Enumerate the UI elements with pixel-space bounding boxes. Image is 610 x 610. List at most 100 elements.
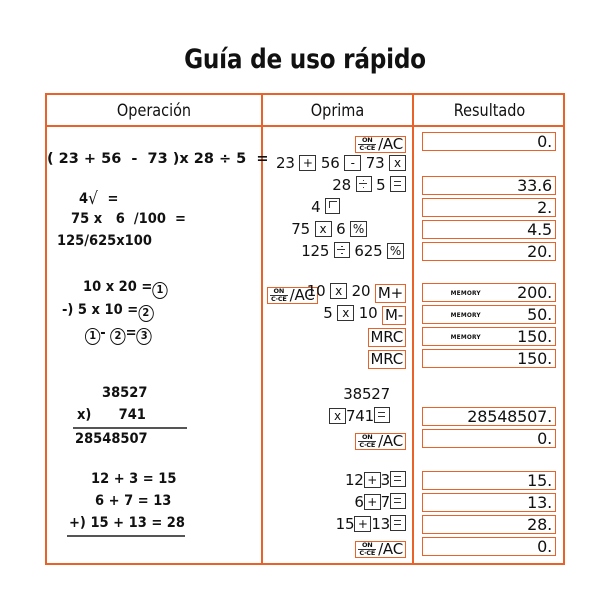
percent-key[interactable]: %: [350, 221, 367, 237]
on-label: ON: [358, 434, 377, 442]
press-row: MRC: [367, 348, 406, 369]
memory-indicator: MEMORY: [450, 310, 481, 319]
press-row: ON C·CE/AC: [355, 429, 406, 450]
operand: 13: [371, 515, 390, 533]
on-cce-ac-key[interactable]: ON C·CE/AC: [355, 541, 406, 558]
times-key[interactable]: x: [314, 221, 332, 237]
result-value: 28.: [527, 514, 552, 534]
operand: 6: [336, 220, 346, 238]
operand: 28: [332, 176, 351, 194]
press-row: 125 625 %: [301, 242, 404, 260]
equals-sign: =: [125, 325, 137, 341]
press-row: 28 5: [332, 176, 406, 194]
circled-two-icon: 2: [110, 328, 126, 345]
percent-key[interactable]: %: [387, 243, 404, 259]
operation-line: 4√ =: [79, 189, 119, 209]
result-display: 13.: [422, 493, 556, 512]
cce-label: C·CE: [271, 295, 287, 303]
operand: 10: [306, 282, 326, 300]
on-cce-ac-key[interactable]: ON C·CE/AC: [267, 287, 318, 304]
press-row: 10 x 20 M+: [307, 282, 406, 303]
cce-label: C·CE: [359, 549, 376, 557]
multiplication-rule: [73, 427, 187, 429]
result-display: MEMORY 50.: [422, 305, 556, 324]
operand: 625: [354, 242, 383, 260]
operand: 4: [79, 191, 89, 207]
press-row: 75 x 6 %: [291, 220, 367, 238]
result-display: MEMORY 150.: [422, 327, 556, 346]
operand: 741: [345, 407, 374, 425]
press-row: x 741: [328, 407, 390, 425]
result-value: 0.: [537, 131, 552, 151]
equals-key[interactable]: [374, 407, 390, 423]
plus-key[interactable]: +: [354, 516, 372, 532]
press-row: 4: [311, 198, 340, 216]
result-value: 13.: [527, 492, 552, 512]
equals-key[interactable]: [390, 493, 406, 509]
operand: 73: [365, 154, 385, 172]
circled-one-icon: 1: [85, 328, 101, 345]
result-column: 0. 33.6 2. 4.5 20. MEMORY 200. MEMORY 50…: [414, 127, 565, 563]
ac-label: /AC: [378, 432, 403, 450]
operand: 5: [323, 304, 333, 322]
on-cce-ac-key[interactable]: ON C·CE/AC: [355, 136, 406, 153]
result-display: MEMORY 200.: [422, 283, 556, 302]
quick-guide-table: Operación Oprima Resultado ( 23 + 56 - 7…: [45, 93, 565, 565]
result-value: 20.: [527, 241, 552, 261]
memory-indicator: MEMORY: [450, 288, 481, 297]
operand: 125: [301, 242, 330, 260]
result-value: 200.: [517, 282, 552, 302]
press-row: ON C·CE/AC: [355, 132, 406, 153]
press-row: 6 +7: [354, 493, 406, 511]
operation-line: +) 15 + 13 = 28: [69, 515, 185, 531]
on-cce-ac-key[interactable]: ON C·CE/AC: [355, 433, 406, 450]
times-key[interactable]: x: [337, 305, 355, 321]
times-key[interactable]: x: [330, 283, 348, 299]
memory-recall-key[interactable]: MRC: [367, 350, 406, 369]
operand: 5: [376, 176, 386, 194]
sqrt-key[interactable]: [325, 198, 340, 214]
press-row: 23 + 56 - 73 x: [276, 154, 406, 172]
operation-line: 10 x 20 = 1: [83, 279, 168, 299]
result-display: 2.: [422, 198, 556, 217]
result-value: 150.: [517, 348, 552, 368]
result-display: 28548507.: [422, 407, 556, 426]
divide-key[interactable]: [333, 242, 350, 258]
operation-line: 125/625x100: [57, 233, 152, 249]
operand: 7: [380, 493, 391, 511]
operand: 4: [311, 198, 321, 216]
operation-line: 1- 2 = 3: [85, 325, 152, 345]
memory-minus-key[interactable]: M-: [382, 306, 406, 325]
result-display: 150.: [422, 349, 556, 368]
cce-label: C·CE: [359, 144, 376, 152]
equals-key[interactable]: [390, 515, 406, 531]
times-key[interactable]: x: [328, 408, 346, 424]
memory-indicator: MEMORY: [450, 332, 481, 341]
equals-key[interactable]: [390, 176, 406, 192]
memory-recall-key[interactable]: MRC: [367, 328, 406, 347]
result-value: 15.: [527, 470, 552, 490]
plus-key[interactable]: +: [363, 472, 381, 488]
column-header-press: Oprima: [310, 101, 365, 121]
minus-key[interactable]: -: [344, 155, 362, 171]
operand: 23: [276, 154, 295, 172]
plus-key[interactable]: +: [299, 155, 317, 171]
on-label: ON: [358, 137, 377, 145]
press-row: 15 +13: [336, 515, 406, 533]
addition-rule: [67, 535, 185, 537]
memory-plus-key[interactable]: M+: [374, 284, 406, 303]
operand: 3: [380, 471, 391, 489]
operation-line: 28548507: [75, 431, 148, 447]
column-divider-2: [412, 95, 414, 563]
plus-key[interactable]: +: [363, 494, 381, 510]
column-header-operation: Operación: [116, 101, 192, 121]
equals-key[interactable]: [390, 471, 406, 487]
operation-text: -: [100, 325, 111, 341]
times-key[interactable]: x: [389, 155, 406, 171]
column-header-result: Resultado: [453, 101, 526, 121]
press-row: 12 +3: [345, 471, 406, 489]
divide-key[interactable]: [355, 176, 372, 192]
operand: 20: [351, 282, 371, 300]
operation-line: ( 23 + 56 - 73 )x 28 ÷ 5 =: [47, 151, 269, 167]
operand: 12: [344, 471, 364, 489]
